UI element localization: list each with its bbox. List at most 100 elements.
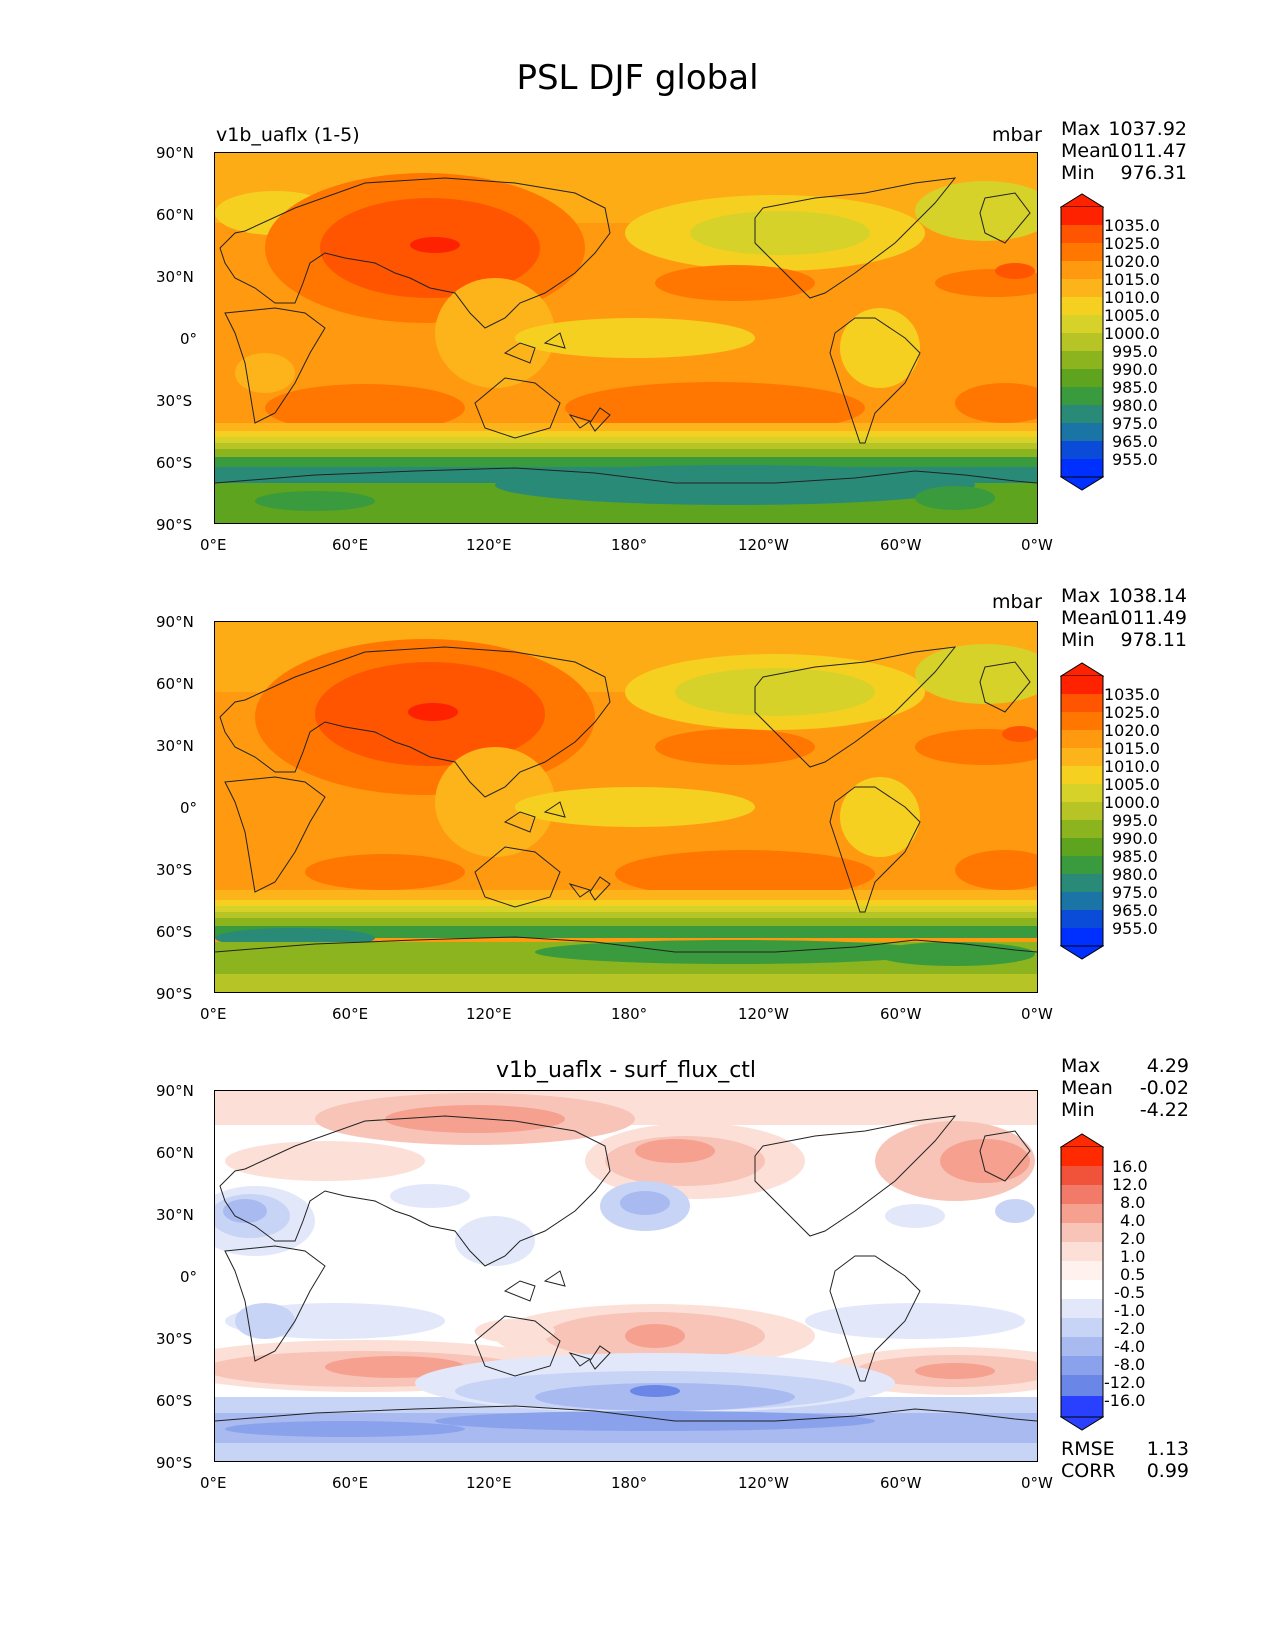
p3-ytick-4: 30°S [156, 1330, 193, 1348]
panel-1-min-value: 976.31 [1120, 162, 1187, 184]
p2-xtick-4: 120°W [738, 1005, 789, 1023]
panel-3-max-value: 4.29 [1146, 1055, 1189, 1077]
panel-3-min-label: Min [1061, 1099, 1095, 1121]
p1-cbar-label-12: 965.0 [1112, 432, 1158, 451]
p3-cbar-label-5: 1.0 [1120, 1247, 1146, 1266]
p1-ytick-5: 60°S [156, 454, 193, 472]
p3-cbar-label-13: -16.0 [1104, 1391, 1146, 1410]
p2-cbar-label-12: 965.0 [1112, 901, 1158, 920]
p2-ytick-2: 30°N [156, 737, 194, 755]
p1-ytick-6: 90°S [156, 516, 193, 534]
p1-cbar-label-9: 985.0 [1112, 378, 1158, 397]
p1-xtick-6: 0°W [1021, 536, 1053, 554]
panel-1-max-label: Max [1061, 118, 1101, 140]
panel-3-rmse-label: RMSE [1061, 1438, 1115, 1460]
panel-2-colorbar [1060, 662, 1104, 960]
panel-1-mean-value: 1011.47 [1108, 140, 1187, 162]
p2-xtick-2: 120°E [466, 1005, 512, 1023]
p2-xtick-1: 60°E [332, 1005, 369, 1023]
p2-ytick-3: 0° [180, 799, 198, 817]
p1-cbar-label-7: 995.0 [1112, 342, 1158, 361]
p1-cbar-label-5: 1005.0 [1104, 306, 1160, 325]
p2-ytick-4: 30°S [156, 861, 193, 879]
p3-xtick-4: 120°W [738, 1474, 789, 1492]
panel-3-corr-value: 0.99 [1146, 1460, 1189, 1482]
p2-xtick-0: 0°E [200, 1005, 227, 1023]
p3-cbar-label-3: 4.0 [1120, 1211, 1146, 1230]
panel-2-min-value: 978.11 [1120, 629, 1187, 651]
panel-2-max-value: 1038.14 [1108, 585, 1187, 607]
p3-xtick-1: 60°E [332, 1474, 369, 1492]
p3-ytick-3: 0° [180, 1268, 198, 1286]
p2-cbar-label-6: 1000.0 [1104, 793, 1160, 812]
panel-3-map [214, 1090, 1038, 1462]
p3-cbar-label-2: 8.0 [1120, 1193, 1146, 1212]
p3-cbar-label-8: -1.0 [1114, 1301, 1146, 1320]
panel-2-units: mbar [991, 591, 1042, 613]
p1-xtick-3: 180° [611, 536, 648, 554]
p3-cbar-label-10: -4.0 [1114, 1337, 1146, 1356]
p1-ytick-3: 0° [180, 330, 198, 348]
panel-1-map [214, 152, 1038, 524]
p2-cbar-label-9: 985.0 [1112, 847, 1158, 866]
p3-cbar-label-4: 2.0 [1120, 1229, 1146, 1248]
p1-ytick-1: 60°N [156, 206, 194, 224]
p1-xtick-0: 0°E [200, 536, 227, 554]
p1-cbar-label-3: 1015.0 [1104, 270, 1160, 289]
p1-cbar-label-4: 1010.0 [1104, 288, 1160, 307]
p3-ytick-1: 60°N [156, 1144, 194, 1162]
p2-cbar-label-7: 995.0 [1112, 811, 1158, 830]
p2-xtick-5: 60°W [880, 1005, 922, 1023]
p3-xtick-6: 0°W [1021, 1474, 1053, 1492]
panel-3-colorbar [1060, 1133, 1104, 1431]
panel-1-max-value: 1037.92 [1108, 118, 1187, 140]
p3-cbar-label-6: 0.5 [1120, 1265, 1146, 1284]
p1-cbar-label-13: 955.0 [1112, 450, 1158, 469]
p1-cbar-label-8: 990.0 [1112, 360, 1158, 379]
panel-2-min-label: Min [1061, 629, 1095, 651]
p2-cbar-label-5: 1005.0 [1104, 775, 1160, 794]
p2-xtick-3: 180° [611, 1005, 648, 1023]
p1-xtick-4: 120°W [738, 536, 789, 554]
panel-3-min-value: -4.22 [1139, 1099, 1189, 1121]
panel-3-rmse-value: 1.13 [1146, 1438, 1189, 1460]
panel-2-mean-value: 1011.49 [1108, 607, 1187, 629]
panel-3-mean-value: -0.02 [1139, 1077, 1189, 1099]
p3-ytick-5: 60°S [156, 1392, 193, 1410]
p2-cbar-label-2: 1020.0 [1104, 721, 1160, 740]
p1-cbar-label-1: 1025.0 [1104, 234, 1160, 253]
p1-xtick-5: 60°W [880, 536, 922, 554]
p1-ytick-0: 90°N [156, 144, 194, 162]
panel-3-title: v1b_uaflx - surf_flux_ctl [495, 1058, 757, 1083]
p2-cbar-label-13: 955.0 [1112, 919, 1158, 938]
p3-ytick-2: 30°N [156, 1206, 194, 1224]
p3-xtick-3: 180° [611, 1474, 648, 1492]
p3-ytick-6: 90°S [156, 1454, 193, 1472]
p2-cbar-label-4: 1010.0 [1104, 757, 1160, 776]
panel-1-title: v1b_uaflx (1-5) [216, 124, 360, 146]
p2-ytick-1: 60°N [156, 675, 194, 693]
p2-ytick-6: 90°S [156, 985, 193, 1003]
panel-3-corr-label: CORR [1061, 1460, 1116, 1482]
panel-1-min-label: Min [1061, 162, 1095, 184]
p2-cbar-label-11: 975.0 [1112, 883, 1158, 902]
panel-1-colorbar [1060, 193, 1104, 491]
p1-cbar-label-6: 1000.0 [1104, 324, 1160, 343]
p2-cbar-label-1: 1025.0 [1104, 703, 1160, 722]
p2-cbar-label-8: 990.0 [1112, 829, 1158, 848]
p1-cbar-label-10: 980.0 [1112, 396, 1158, 415]
p3-cbar-label-0: 16.0 [1112, 1157, 1148, 1176]
p2-cbar-label-10: 980.0 [1112, 865, 1158, 884]
p1-xtick-2: 120°E [466, 536, 512, 554]
panel-2-map [214, 621, 1038, 993]
p1-cbar-label-2: 1020.0 [1104, 252, 1160, 271]
p1-ytick-2: 30°N [156, 268, 194, 286]
p1-ytick-4: 30°S [156, 392, 193, 410]
p1-xtick-1: 60°E [332, 536, 369, 554]
p3-xtick-0: 0°E [200, 1474, 227, 1492]
p2-ytick-0: 90°N [156, 613, 194, 631]
p2-ytick-5: 60°S [156, 923, 193, 941]
p3-xtick-2: 120°E [466, 1474, 512, 1492]
p1-cbar-label-11: 975.0 [1112, 414, 1158, 433]
panel-3-mean-label: Mean [1061, 1077, 1113, 1099]
